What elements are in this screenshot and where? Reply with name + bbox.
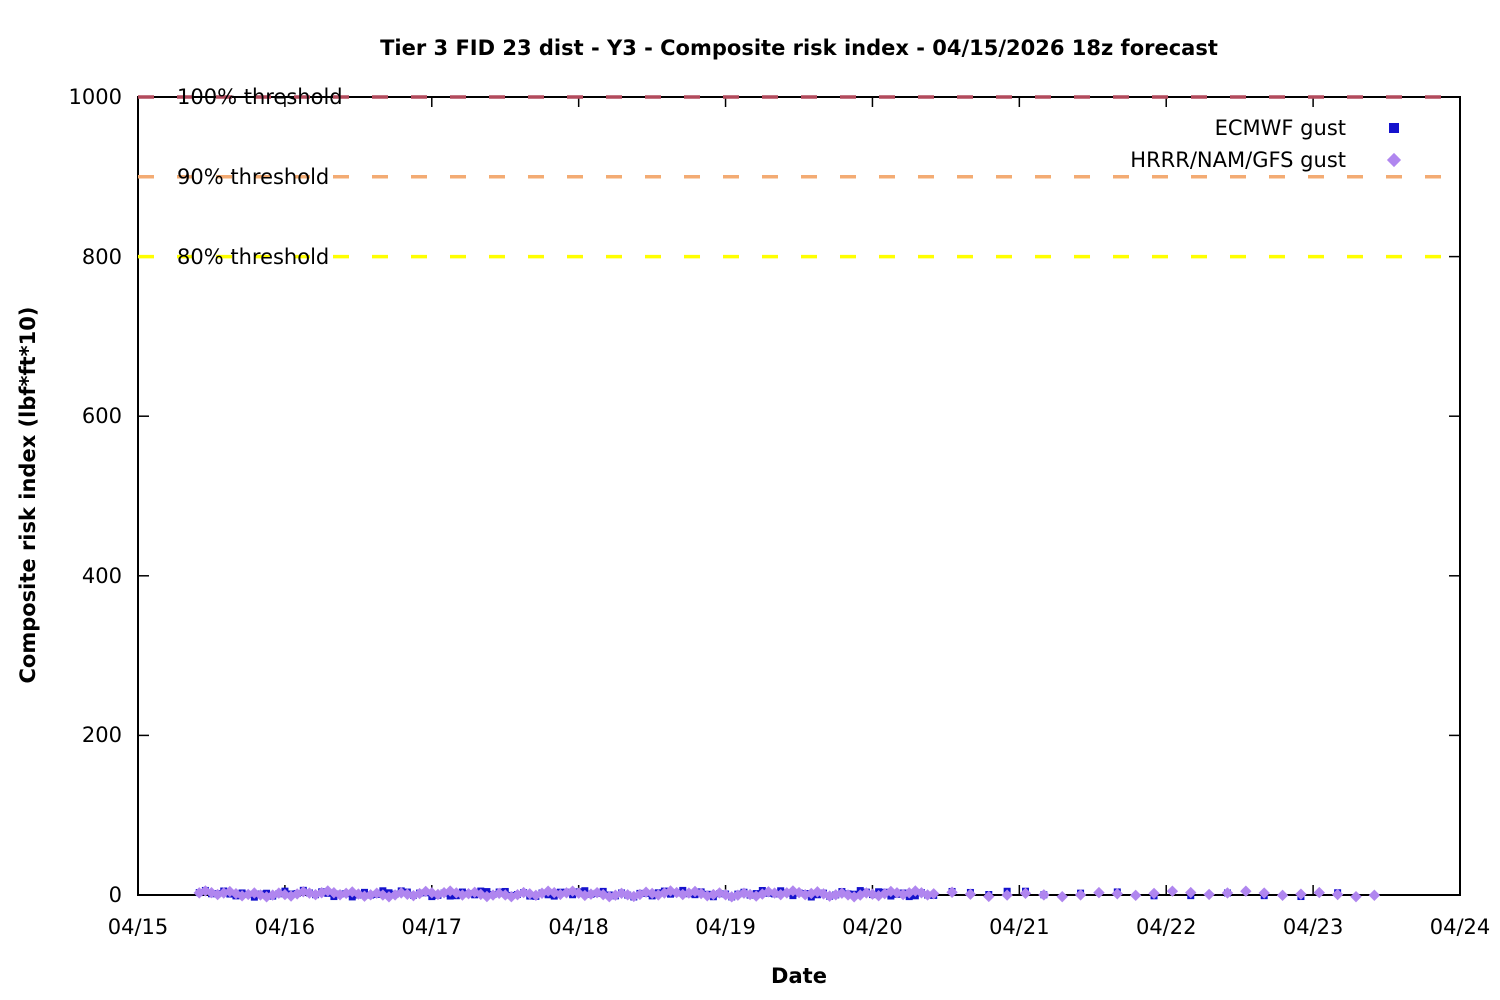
legend-label: HRRR/NAM/GFS gust <box>1130 148 1346 172</box>
y-tick-label: 200 <box>81 723 122 748</box>
x-tick-label: 04/17 <box>401 915 463 939</box>
legend-item-ecmwf-gust: ECMWF gust <box>1215 115 1399 141</box>
x-tick-label: 04/21 <box>989 915 1050 939</box>
x-tick-label: 04/20 <box>842 915 903 939</box>
legend-item-hrrr-nam-gfs-gust: HRRR/NAM/GFS gust <box>1130 147 1402 173</box>
chart-title: Tier 3 FID 23 dist - Y3 - Composite risk… <box>380 36 1218 60</box>
threshold-label-80: 80% threshold <box>177 244 330 269</box>
y-axis-title: Composite risk index (lbf*ft*10) <box>16 306 40 684</box>
y-tick-label: 400 <box>81 563 122 588</box>
plot-border <box>137 96 1461 896</box>
x-tick-label: 04/22 <box>1135 915 1197 939</box>
y-tick-label: 600 <box>81 404 122 429</box>
x-tick-label: 04/16 <box>254 915 316 939</box>
threshold-label-90: 90% threshold <box>177 164 330 189</box>
y-tick-label: 800 <box>81 244 122 269</box>
x-tick-label: 04/15 <box>107 915 169 939</box>
x-tick-label: 04/23 <box>1282 915 1344 939</box>
threshold-label-100: 100% threshold <box>177 85 343 109</box>
diamond-marker-icon <box>1386 152 1402 168</box>
y-tick-label: 1000 <box>68 85 122 109</box>
legend-label: ECMWF gust <box>1214 116 1346 140</box>
x-tick-label: 04/18 <box>548 915 609 939</box>
series-points-hrrr-nam-gfs-gust <box>193 885 1381 903</box>
x-tick-label: 04/19 <box>695 915 756 939</box>
x-axis-title: Date <box>771 964 827 988</box>
x-tick-label: 04/24 <box>1429 915 1491 939</box>
square-marker-icon <box>1389 123 1399 133</box>
y-tick-label: 0 <box>108 883 122 907</box>
